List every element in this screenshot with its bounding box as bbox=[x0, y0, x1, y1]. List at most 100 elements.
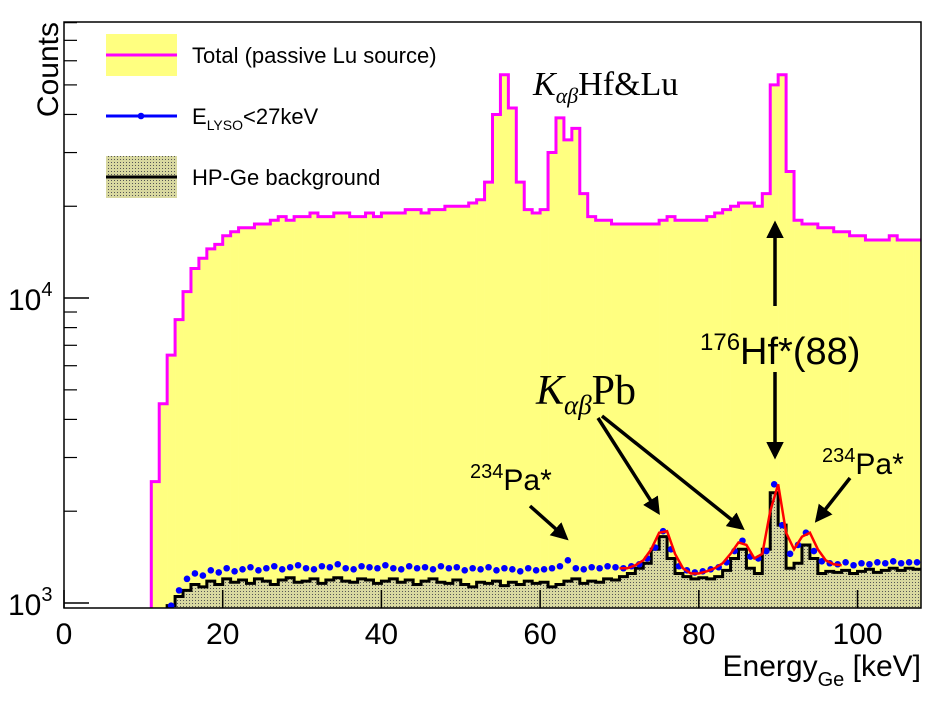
marker bbox=[390, 564, 397, 572]
marker bbox=[509, 565, 516, 573]
marker bbox=[294, 561, 302, 569]
marker bbox=[421, 563, 429, 571]
bin bbox=[516, 182, 525, 608]
marker bbox=[524, 564, 532, 572]
bin bbox=[659, 220, 668, 608]
bin bbox=[754, 573, 763, 608]
bin bbox=[500, 585, 509, 608]
bin bbox=[460, 206, 469, 608]
marker bbox=[358, 562, 365, 570]
bin bbox=[682, 576, 692, 608]
bin bbox=[214, 244, 224, 608]
x-tick-label: 80 bbox=[682, 618, 715, 651]
bin bbox=[436, 209, 446, 608]
bin bbox=[246, 583, 255, 608]
bin bbox=[397, 213, 406, 608]
bin bbox=[881, 570, 890, 608]
frame bbox=[63, 21, 922, 609]
marker bbox=[270, 562, 278, 570]
marker bbox=[247, 563, 254, 571]
marker bbox=[263, 564, 270, 572]
marker bbox=[516, 568, 524, 575]
bin bbox=[516, 584, 525, 608]
bin bbox=[873, 240, 882, 608]
bin bbox=[270, 584, 279, 608]
bin bbox=[603, 220, 612, 608]
bin bbox=[675, 220, 684, 608]
bin bbox=[222, 578, 231, 608]
marker bbox=[207, 567, 215, 574]
bin bbox=[690, 220, 700, 608]
marker bbox=[223, 564, 230, 572]
bin bbox=[682, 220, 692, 608]
x-axis-title-tail: [keV] bbox=[844, 650, 921, 683]
bin bbox=[309, 578, 319, 608]
marker bbox=[374, 564, 381, 572]
legend-label: ELYSO<27keV bbox=[192, 104, 319, 133]
bin bbox=[190, 268, 200, 608]
bin bbox=[579, 583, 589, 608]
marker bbox=[866, 560, 873, 568]
bin bbox=[151, 481, 160, 608]
arrows bbox=[528, 220, 852, 541]
bin bbox=[817, 227, 827, 608]
bin bbox=[833, 572, 842, 608]
bin bbox=[230, 231, 239, 608]
bin bbox=[175, 596, 184, 608]
bin bbox=[889, 568, 898, 608]
marker bbox=[612, 563, 619, 571]
bin bbox=[698, 577, 708, 608]
bin bbox=[849, 573, 858, 608]
marker bbox=[532, 567, 540, 574]
bin bbox=[421, 213, 430, 608]
arrow bbox=[528, 504, 569, 541]
marker bbox=[334, 560, 342, 568]
bin bbox=[302, 581, 311, 608]
bin bbox=[786, 568, 795, 608]
marker bbox=[405, 562, 413, 570]
bin bbox=[738, 202, 747, 608]
bin bbox=[183, 590, 192, 608]
y-axis-title: Counts bbox=[32, 22, 65, 117]
legend-label-main: Total (passive Lu source) bbox=[192, 43, 437, 68]
y-tick-exponent: 3 bbox=[41, 584, 52, 606]
marker bbox=[540, 565, 548, 573]
bin bbox=[365, 213, 374, 608]
bin bbox=[476, 582, 485, 608]
bin bbox=[540, 209, 549, 608]
bin bbox=[595, 220, 604, 608]
bin bbox=[627, 223, 636, 608]
bin bbox=[825, 227, 835, 608]
marker bbox=[596, 564, 603, 572]
bin bbox=[746, 568, 755, 608]
annotation-tail: Pb bbox=[592, 368, 636, 414]
marker bbox=[493, 567, 500, 574]
y-tick-base: 10 bbox=[8, 589, 41, 622]
annotation: 176Hf*(88) bbox=[700, 329, 860, 373]
bin bbox=[611, 579, 620, 608]
bin bbox=[246, 227, 255, 608]
marker bbox=[810, 547, 818, 555]
bin bbox=[373, 216, 382, 608]
bin bbox=[413, 209, 422, 608]
histogram-outline bbox=[149, 73, 921, 608]
bin bbox=[611, 223, 620, 608]
histogram bbox=[149, 73, 921, 608]
marker bbox=[215, 569, 223, 576]
marker bbox=[874, 558, 881, 566]
bin bbox=[587, 216, 596, 608]
bin bbox=[230, 582, 239, 608]
marker bbox=[429, 565, 437, 573]
bin bbox=[349, 216, 358, 608]
bin bbox=[270, 220, 279, 608]
bin bbox=[460, 584, 469, 608]
bin bbox=[889, 235, 898, 608]
bin bbox=[635, 568, 644, 608]
bin bbox=[619, 223, 628, 608]
bin bbox=[563, 581, 573, 608]
annotation-sub: αβ bbox=[556, 83, 579, 108]
marker bbox=[905, 558, 913, 566]
marker bbox=[183, 575, 191, 583]
legend-label: Total (passive Lu source) bbox=[192, 43, 437, 68]
bin bbox=[801, 223, 811, 608]
